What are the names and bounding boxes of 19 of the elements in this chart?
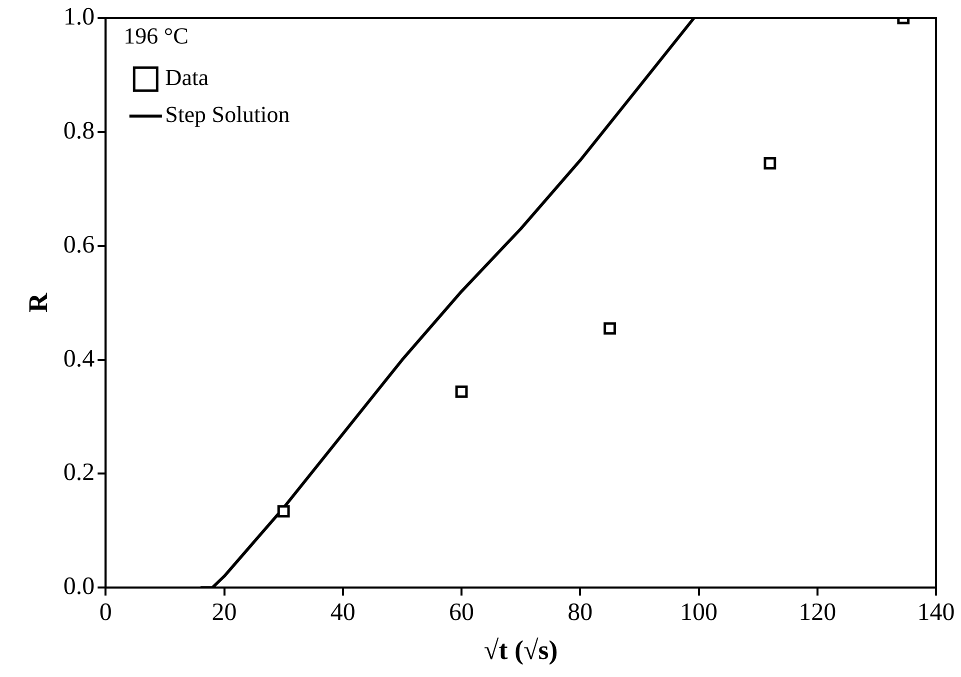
- x-tick-label: 60: [449, 599, 474, 626]
- x-tick-label: 80: [568, 599, 593, 626]
- y-axis-title: R: [23, 292, 54, 313]
- x-tick-label: 140: [917, 599, 955, 626]
- x-tick-label: 120: [798, 599, 836, 626]
- y-tick-label: 0.4: [63, 345, 96, 372]
- y-tick-label: 0.0: [63, 573, 95, 600]
- y-tick-label: 0.2: [63, 459, 95, 486]
- x-tick-label: 20: [212, 599, 237, 626]
- x-tick-label: 100: [680, 599, 718, 626]
- legend-title: 196 °C: [124, 24, 188, 49]
- y-tick-label: 0.6: [63, 231, 95, 258]
- x-tick-label: 40: [330, 599, 356, 626]
- legend-label: Step Solution: [165, 102, 290, 128]
- y-tick-label: 0.8: [63, 117, 95, 144]
- x-axis-title: √t (√s): [484, 634, 558, 665]
- legend-label: Data: [165, 65, 209, 90]
- y-tick-label: 1.0: [63, 4, 95, 31]
- x-tick-label: 0: [99, 599, 112, 626]
